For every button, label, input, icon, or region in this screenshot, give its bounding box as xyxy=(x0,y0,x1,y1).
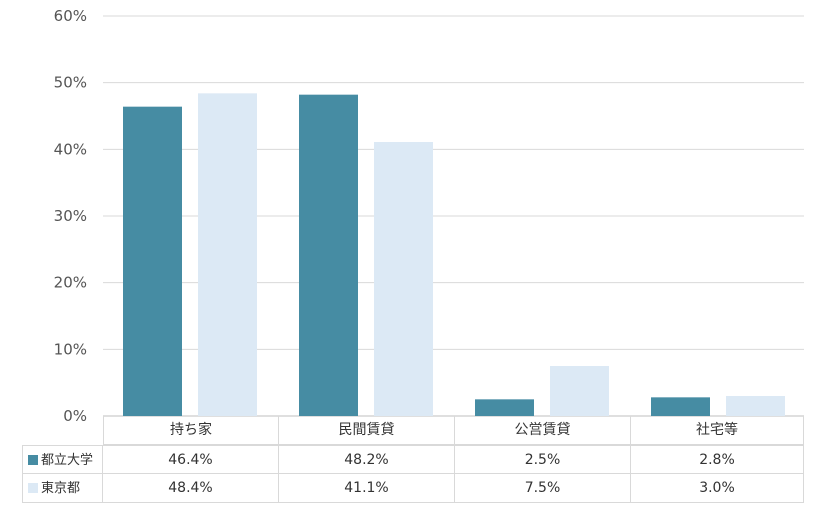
y-tick-label: 30% xyxy=(54,207,87,225)
bar xyxy=(299,94,358,417)
category-label: 民間賃貸 xyxy=(279,416,455,445)
legend-label: 都立大学 xyxy=(41,453,94,468)
legend-swatch xyxy=(28,482,38,493)
bar xyxy=(374,142,433,416)
y-tick-label: 40% xyxy=(54,140,87,158)
series-row-tokyo-metro-univ: 都立大学 46.4% 48.2% 2.5% 2.8% xyxy=(22,445,804,474)
series-row-tokyo: 東京都 48.4% 41.1% 7.5% 3.0% xyxy=(22,474,804,503)
category-label: 公営賃貸 xyxy=(455,416,631,445)
legend-entry: 都立大学 xyxy=(22,445,103,474)
bar xyxy=(198,93,257,416)
category-label: 社宅等 xyxy=(631,416,804,445)
data-cell: 2.8% xyxy=(631,445,804,474)
data-cell: 48.4% xyxy=(103,474,279,503)
y-tick-label: 60% xyxy=(54,7,87,25)
data-cell: 48.2% xyxy=(279,445,455,474)
y-axis-labels: 0% 10% 20% 30% 40% 50% 60% xyxy=(54,7,87,425)
legend-swatch xyxy=(28,454,38,465)
bar xyxy=(726,396,785,416)
legend-label: 東京都 xyxy=(41,481,81,496)
data-cell: 7.5% xyxy=(455,474,631,503)
bars xyxy=(123,93,785,417)
category-label: 持ち家 xyxy=(103,416,279,445)
legend-entry: 東京都 xyxy=(22,474,103,503)
data-cell: 41.1% xyxy=(279,474,455,503)
y-tick-label: 10% xyxy=(54,340,87,358)
data-cell: 46.4% xyxy=(103,445,279,474)
y-tick-label: 0% xyxy=(63,407,87,425)
bar xyxy=(651,397,710,416)
category-row: 持ち家 民間賃貸 公営賃貸 社宅等 xyxy=(22,416,804,445)
y-tick-label: 50% xyxy=(54,74,87,92)
data-cell: 3.0% xyxy=(631,474,804,503)
data-table: 持ち家 民間賃貸 公営賃貸 社宅等 都立大学 46.4% 48.2% 2.5% … xyxy=(22,416,804,504)
bar xyxy=(123,106,182,417)
bar xyxy=(475,399,534,416)
y-tick-label: 20% xyxy=(54,274,87,292)
data-cell: 2.5% xyxy=(455,445,631,474)
bar xyxy=(550,366,609,416)
